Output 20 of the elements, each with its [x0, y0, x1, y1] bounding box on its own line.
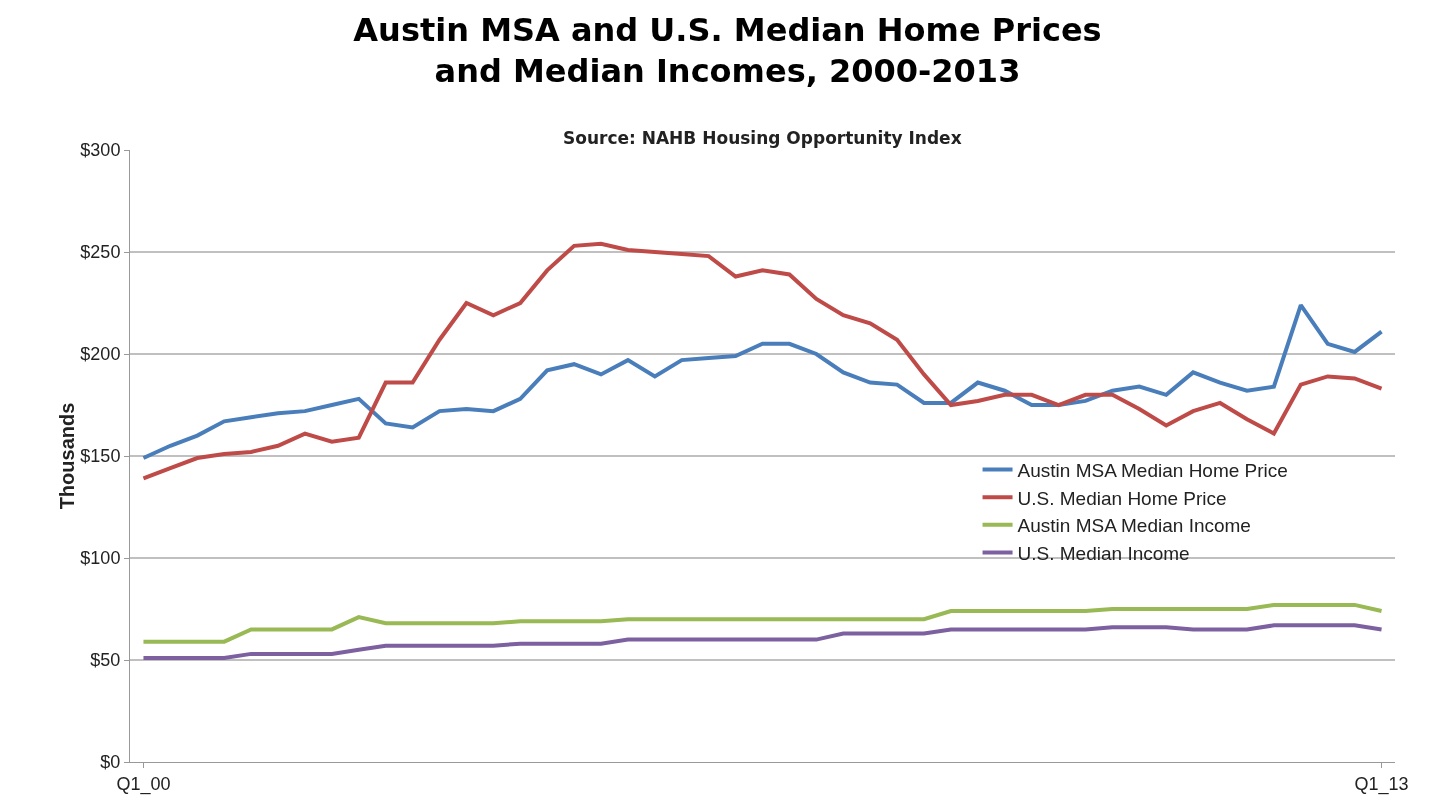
y-tick-label: $300 [80, 140, 121, 161]
y-tick-label: $0 [100, 752, 121, 773]
line-series [141, 602, 1384, 644]
y-tick-label: $250 [80, 242, 121, 263]
y-tick-label: $100 [80, 548, 121, 569]
legend-label: Austin MSA Median Home Price [1017, 459, 1288, 481]
source-note: Source: NAHB Housing Opportunity Index [563, 128, 962, 148]
chart-title: Austin MSA and U.S. Median Home Prices and Median Incomes, 2000-2013 [353, 10, 1102, 91]
x-tick-label: Q1_13 [1354, 773, 1409, 795]
y-tick-label: $200 [80, 344, 121, 365]
line-series [141, 303, 1384, 461]
legend-label: U.S. Median Income [1017, 542, 1190, 564]
y-tick-label: $150 [80, 446, 121, 467]
x-tick-label: Q1_00 [116, 773, 171, 795]
line-series [141, 623, 1384, 660]
y-tick-label: $50 [90, 650, 121, 671]
line-series [141, 241, 1384, 481]
y-axis-title: Thousands [56, 402, 79, 510]
legend-label: Austin MSA Median Income [1017, 515, 1251, 537]
legend-label: U.S. Median Home Price [1017, 487, 1227, 509]
